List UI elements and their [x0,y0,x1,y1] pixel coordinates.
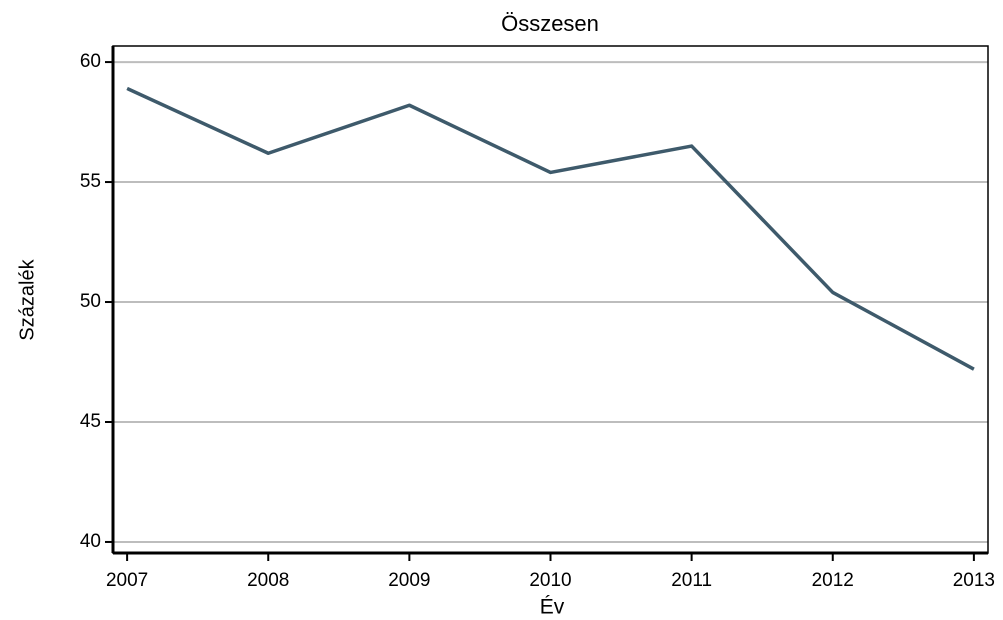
y-tick-label: 50 [80,291,101,312]
x-tick-label: 2012 [812,570,854,591]
y-axis-label: Százalék [16,258,38,340]
y-tick-label: 60 [80,51,101,72]
x-tick-label: 2011 [671,570,712,591]
x-tick-label: 2013 [953,570,995,591]
x-tick-label: 2009 [388,570,430,591]
x-axis-label: Év [540,596,565,619]
data-line [126,86,975,371]
x-tick-label: 2008 [247,570,289,591]
x-tick-label: 2010 [529,570,571,591]
chart-title: Összesen [501,11,599,36]
y-tick-label: 45 [80,411,101,432]
plot-frame [112,45,989,554]
y-tick-label: 40 [80,531,101,552]
x-tick-label: 2007 [106,570,148,591]
y-tick-label: 55 [80,171,101,192]
